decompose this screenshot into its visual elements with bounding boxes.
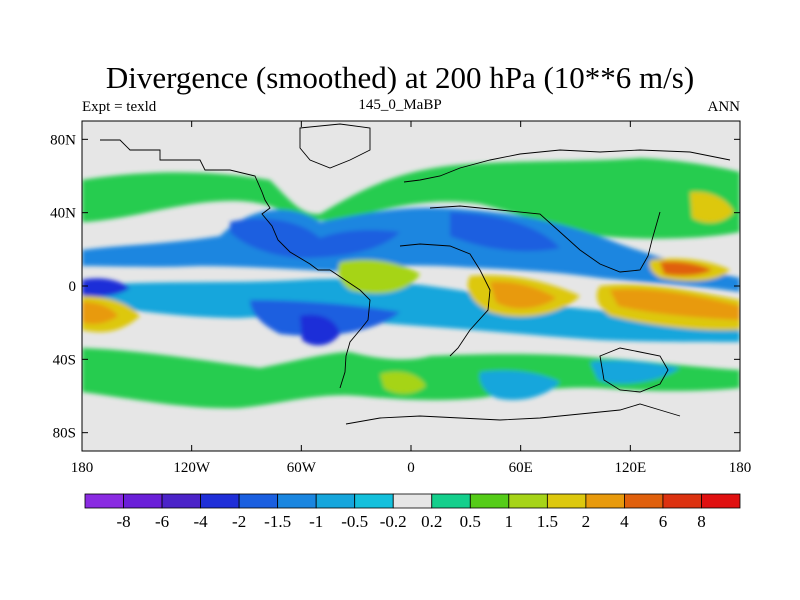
europe-asia-coast <box>403 149 731 183</box>
colorbar-label: 0.5 <box>460 512 481 531</box>
experiment-label: Expt = texld <box>82 99 157 115</box>
y-tick-label: 40S <box>53 352 76 368</box>
colorbar-label: 2 <box>582 512 591 531</box>
y-axis: 80N 40N 0 40S 80S <box>50 132 740 442</box>
y-tick-label: 80S <box>53 426 76 442</box>
north-america-coast <box>100 139 330 271</box>
colorbar-label: -2 <box>232 512 246 531</box>
coastlines <box>100 123 731 425</box>
colorbar-swatch <box>585 493 625 509</box>
warm-pool-strong-divergence <box>610 289 740 320</box>
x-tick-label: 120W <box>173 460 211 476</box>
x-tick-label: 60E <box>509 460 533 476</box>
chart-title: Divergence (smoothed) at 200 hPa (10**6 … <box>105 60 695 95</box>
x-tick-label: 120E <box>614 460 646 476</box>
colorbar-swatch <box>701 493 741 509</box>
colorbar-swatch <box>354 493 394 509</box>
asia-south-coast <box>429 205 661 273</box>
y-tick-label: 0 <box>69 279 77 295</box>
colorbar-swatch <box>84 493 124 509</box>
colorbar-swatch <box>123 493 163 509</box>
colorbar-label: 1.5 <box>537 512 558 531</box>
y-tick-label: 80N <box>50 132 76 148</box>
australia-coast <box>599 347 669 393</box>
sh-convergence-patch <box>479 370 560 401</box>
colorbar-swatch <box>238 493 279 509</box>
colorbar-swatch <box>662 493 702 509</box>
x-tick-label: 180 <box>71 460 94 476</box>
y-tick-label: 40N <box>50 206 76 222</box>
colorbar-swatch <box>161 493 201 509</box>
colorbar-label: -0.2 <box>380 512 407 531</box>
colorbar-label: -1 <box>309 512 323 531</box>
indian-ocean-convergence <box>590 360 680 384</box>
colorbar-swatch <box>508 493 548 509</box>
contour-field <box>82 121 740 451</box>
nh-strong-convergence <box>230 218 400 258</box>
colorbar-swatch <box>277 493 317 509</box>
africa-strong-divergence <box>490 281 556 309</box>
x-tick-label: 0 <box>407 460 415 476</box>
colorbar-label: -4 <box>194 512 209 531</box>
nh-atlantic-divergence <box>338 259 420 294</box>
colorbar-swatch <box>315 493 356 509</box>
x-axis: 180 120W 60W 0 60E 120E 180 <box>71 121 752 476</box>
colorbar: -8 -6 -4 -2 -1.5 -1 -0.5 -0.2 0.2 0.5 1 1.5 2 4 6 8 <box>84 493 741 531</box>
west-pacific-strong-divergence <box>660 261 712 276</box>
colorbar-label: -8 <box>116 512 130 531</box>
colorbar-label: 8 <box>697 512 706 531</box>
colorbar-swatch <box>431 493 471 509</box>
colorbar-swatch <box>392 493 433 509</box>
colorbar-swatch <box>200 493 240 509</box>
colorbar-label: 1 <box>505 512 514 531</box>
south-pacific-strong-divergence <box>82 302 118 324</box>
greenland-coast <box>299 123 371 169</box>
antarctica-coast <box>345 403 681 425</box>
equatorial-convergence-band <box>82 278 740 342</box>
x-tick-label: 60W <box>287 460 317 476</box>
colorbar-label: 0.2 <box>421 512 442 531</box>
colorbar-swatch <box>546 493 587 509</box>
nw-pacific-divergence <box>690 191 734 223</box>
nh-divergence-band <box>82 158 740 239</box>
sh-atlantic-divergence <box>380 371 426 394</box>
colorbar-label: 6 <box>659 512 668 531</box>
colorbar-swatch <box>469 493 510 509</box>
colorbar-label: -1.5 <box>264 512 291 531</box>
colorbar-label: -0.5 <box>341 512 368 531</box>
asia-strong-convergence <box>450 212 560 252</box>
colorbar-swatch <box>624 493 664 509</box>
time-slice-label: 145_0_MaBP <box>358 97 442 113</box>
pacific-strong-convergence <box>82 278 130 297</box>
africa-coast <box>399 243 491 357</box>
south-america-coast <box>329 269 371 389</box>
x-tick-label: 180 <box>729 460 752 476</box>
south-america-strong-convergence <box>300 314 340 346</box>
colorbar-label: -6 <box>155 512 169 531</box>
season-label: ANN <box>707 99 741 115</box>
colorbar-label: 4 <box>620 512 629 531</box>
